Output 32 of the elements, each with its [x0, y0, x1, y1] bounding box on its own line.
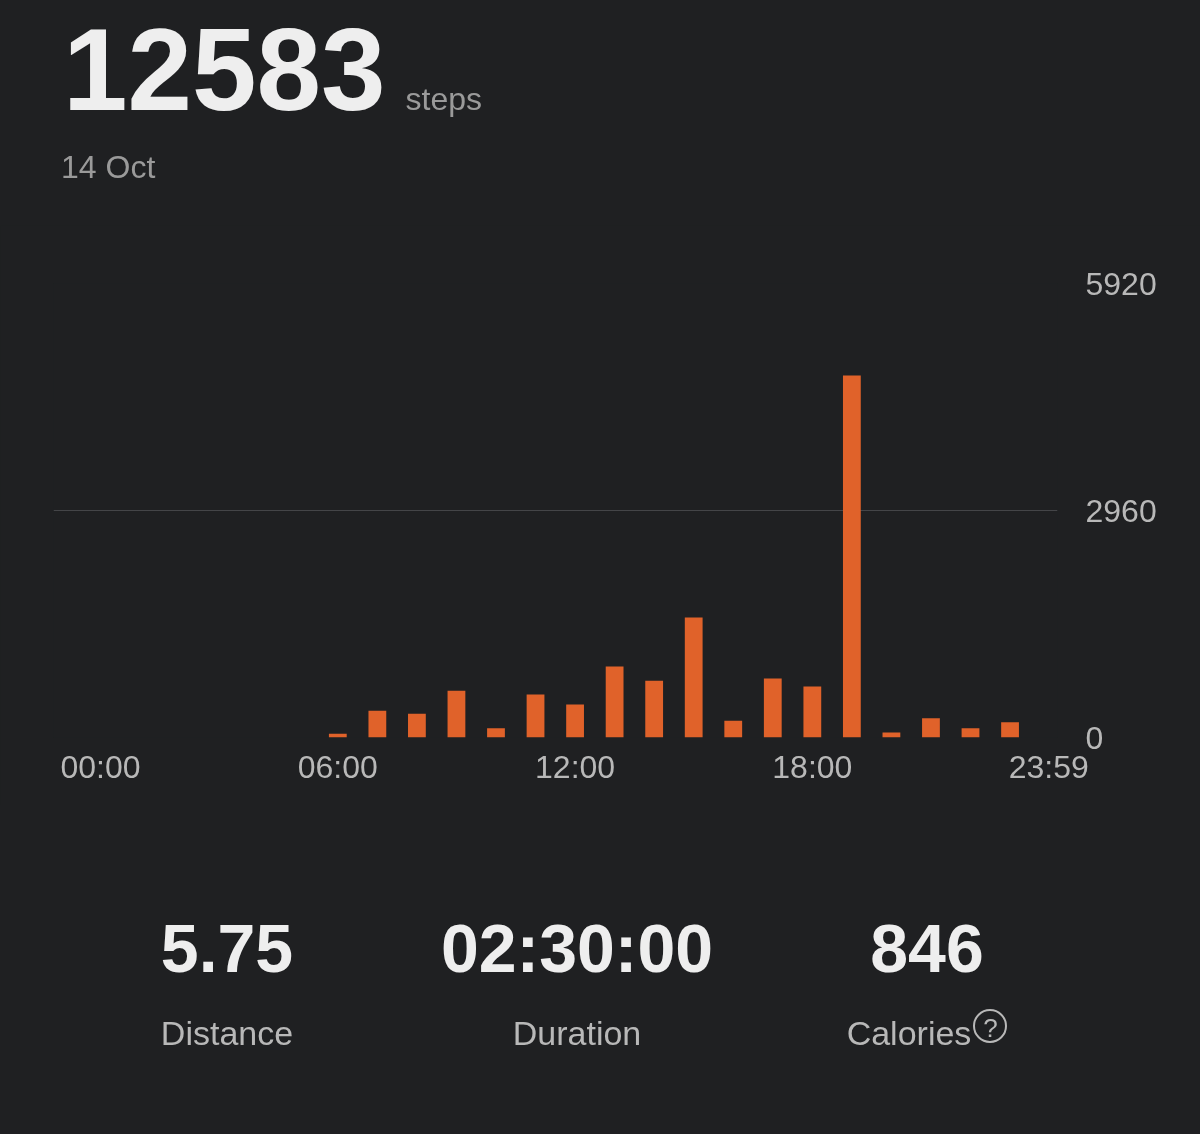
text: ?	[973, 1009, 1008, 1044]
bar	[922, 718, 940, 738]
bar	[961, 728, 980, 738]
bar	[526, 694, 545, 738]
text: 846	[869, 909, 985, 988]
bar	[1001, 722, 1019, 738]
chart-title: 12583	[63, 5, 386, 135]
text: Calories	[846, 1014, 972, 1053]
bar	[368, 710, 387, 738]
bar	[684, 617, 703, 738]
bar	[447, 690, 466, 738]
x-tick-label: 18:00	[772, 748, 853, 785]
y-tick-label: 2960	[1085, 492, 1157, 529]
x-tick-label: 12:00	[535, 748, 616, 785]
chart-subtitle: steps	[405, 81, 483, 117]
bar	[566, 704, 584, 738]
x-tick-label: 06:00	[297, 748, 378, 785]
bar	[487, 728, 505, 738]
text: 5.75	[159, 909, 295, 988]
bar	[605, 666, 624, 738]
text: Duration	[511, 1013, 643, 1055]
bar	[803, 686, 822, 738]
bar	[645, 680, 664, 738]
text: 14 Oct	[60, 148, 157, 187]
bar	[408, 713, 426, 738]
y-tick-label: 5920	[1085, 265, 1157, 302]
bar	[763, 678, 782, 738]
bar	[724, 720, 743, 738]
bar	[842, 375, 861, 738]
x-tick-label: 00:00	[60, 748, 141, 785]
text: Distance	[159, 1013, 295, 1055]
text: 02:30:00	[439, 909, 715, 988]
